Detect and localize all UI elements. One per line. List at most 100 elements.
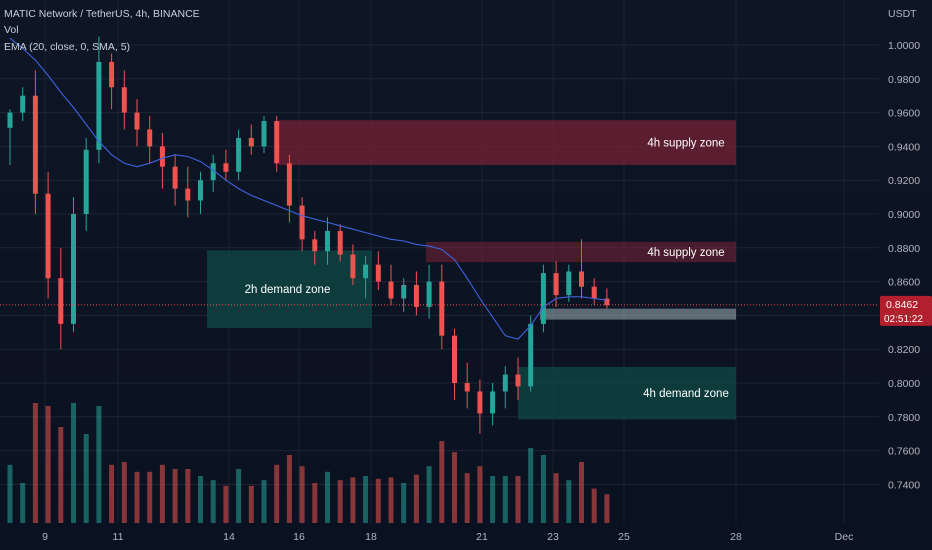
ema-legend[interactable]: EMA (20, close, 0, SMA, 5) xyxy=(4,41,131,53)
candle-body xyxy=(20,95,26,113)
time-tick-label: 9 xyxy=(42,531,48,543)
price-tick-label: 0.8600 xyxy=(888,277,920,289)
time-tick-label: 25 xyxy=(618,531,630,543)
price-tick-label: 1.0000 xyxy=(888,40,920,52)
candle-body xyxy=(159,146,165,167)
volume-bar xyxy=(553,473,559,523)
volume-bar xyxy=(312,483,318,523)
volume-bar xyxy=(58,427,64,523)
zone-label: 4h supply zone xyxy=(647,247,724,259)
candle-body xyxy=(540,273,546,324)
time-axis[interactable]: 9 11 14 16 18 21 23 25 28 Dec xyxy=(42,531,853,543)
volume-bar xyxy=(96,406,102,523)
time-tick-label: 11 xyxy=(113,531,124,543)
volume-bar xyxy=(45,406,51,523)
time-tick-label: 23 xyxy=(547,531,559,543)
volume-bar xyxy=(388,477,394,523)
time-tick-label: 21 xyxy=(476,531,488,543)
candles-layer xyxy=(7,36,610,434)
price-tick-label: 0.9400 xyxy=(888,141,920,153)
candle-body xyxy=(223,163,229,172)
time-tick-label: 14 xyxy=(223,531,235,543)
zone-label: 2h demand zone xyxy=(245,284,331,296)
price-tag-value: 0.8462 xyxy=(886,299,918,311)
candle-body xyxy=(337,230,343,255)
candle-body xyxy=(375,264,381,282)
volume-bar xyxy=(147,471,153,523)
candle-body xyxy=(502,374,508,392)
zone-demand xyxy=(207,250,372,329)
candle-body xyxy=(236,137,242,172)
candle-body xyxy=(426,281,432,307)
price-axis[interactable]: USDT 1.0000 0.9800 0.9600 0.9400 0.9200 0.900… xyxy=(888,8,920,491)
volume-bar xyxy=(236,469,242,523)
volume-bar xyxy=(134,471,140,523)
zone-labels-layer: 4h supply zone 4h supply zone 2h demand zo… xyxy=(245,138,729,401)
volume-bar xyxy=(274,464,280,523)
volume-bar xyxy=(121,462,127,523)
candle-body xyxy=(528,323,534,387)
candle-body xyxy=(109,61,115,88)
price-tick-label: 0.7600 xyxy=(888,446,920,458)
candle-body xyxy=(198,180,203,201)
volume-bar xyxy=(20,483,26,523)
volume-bar xyxy=(286,455,292,523)
candle-body xyxy=(45,193,51,279)
candle-body xyxy=(7,112,13,128)
candle-body xyxy=(261,121,267,147)
time-tick-label: 16 xyxy=(293,531,305,543)
current-price-tag: 0.8462 02:51:22 xyxy=(880,295,932,326)
candle-body xyxy=(566,271,572,296)
volume-bar xyxy=(452,452,457,523)
volume-bar xyxy=(109,464,115,523)
volume-bar xyxy=(337,480,343,523)
volume-bar xyxy=(159,464,165,523)
candle-body xyxy=(121,87,127,113)
candle-body xyxy=(350,254,356,279)
candle-body xyxy=(452,335,457,383)
candle-body xyxy=(464,383,470,392)
volume-bar xyxy=(515,476,521,523)
candle-body xyxy=(134,112,140,130)
volume-bar xyxy=(477,466,483,523)
volume-legend[interactable]: Vol xyxy=(4,24,19,36)
zone-label: 4h demand zone xyxy=(643,388,729,400)
volume-bar xyxy=(32,403,38,523)
volume-bar xyxy=(363,476,369,523)
volume-bar xyxy=(502,476,508,523)
volume-bar xyxy=(185,469,191,523)
volume-bar xyxy=(464,473,470,523)
candle-body xyxy=(248,137,254,147)
ema-line xyxy=(9,37,607,340)
candle-body xyxy=(58,278,64,324)
price-tick-label: 0.8200 xyxy=(888,344,920,356)
volume-bar xyxy=(7,464,13,523)
volume-bar xyxy=(210,480,216,523)
volume-bar xyxy=(579,462,584,523)
volume-bar xyxy=(413,474,419,523)
candle-body xyxy=(274,121,280,164)
volume-bar xyxy=(426,466,432,523)
volume-layer xyxy=(7,403,610,523)
zones-layer xyxy=(207,120,736,420)
symbol-legend[interactable]: MATIC Network / TetherUS, 4h, BINANCE xyxy=(4,8,200,20)
volume-bar xyxy=(223,485,229,523)
volume-bar xyxy=(375,478,381,523)
price-tick-label: 0.8800 xyxy=(888,243,920,255)
candle-body xyxy=(71,214,76,324)
price-tick-label: 0.9200 xyxy=(888,175,920,187)
price-tick-label: 0.8000 xyxy=(888,378,920,390)
candle-body xyxy=(553,273,559,296)
candle-body xyxy=(286,163,292,206)
currency-label: USDT xyxy=(888,8,917,20)
price-tick-label: 0.9600 xyxy=(888,108,920,120)
volume-bar xyxy=(528,448,534,523)
price-tick-label: 0.9800 xyxy=(888,74,920,86)
volume-bar xyxy=(172,469,178,523)
candle-body xyxy=(172,166,178,189)
volume-bar xyxy=(540,455,546,523)
zone-label: 4h supply zone xyxy=(647,138,724,150)
candle-body xyxy=(604,298,610,306)
zone-supply xyxy=(279,120,736,165)
